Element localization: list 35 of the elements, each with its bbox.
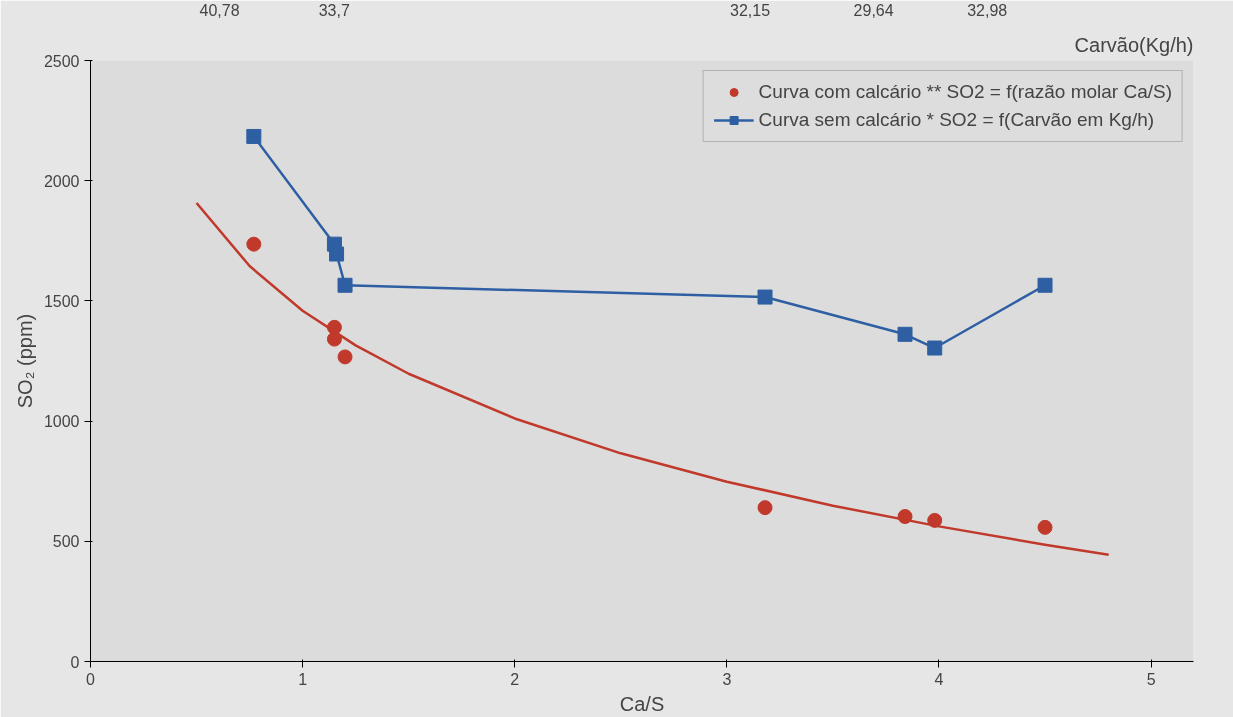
x-tick-label: 1 [298,670,308,688]
line-series [195,201,1110,557]
point [927,340,943,356]
y-tick-label: 2000 [43,172,80,190]
legend-label: Curva sem calcário * SO2 = f(Carvão em Kg/h) [758,109,1155,131]
x-axis-title: Ca/S [619,692,665,715]
text: 32,98 [967,1,1008,19]
x2-axis-title: Carvão(Kg/h) [1074,33,1194,56]
y-tick-label: 500 [52,533,80,551]
x-tick-label: 5 [1146,670,1156,688]
point [337,277,353,293]
x-tick-label: 0 [86,670,96,688]
text: 32,15 [730,1,771,19]
point [337,349,353,365]
point [329,246,345,262]
y-tick-label: 0 [70,653,80,671]
x-tick-label: 2 [510,670,520,688]
point [757,500,773,516]
point [757,289,773,305]
point [246,236,262,252]
legend-label: Curva com calcário ** SO2 = f(razão molar Ca/S) [758,81,1172,103]
point [326,331,342,347]
text: 33,7 [318,1,350,19]
text: 40,78 [199,1,240,19]
point [1037,519,1053,535]
x-tick-label: 3 [722,670,732,688]
point [1037,277,1053,293]
point [246,128,262,144]
y-tick-label: 2500 [43,52,80,70]
text: 29,64 [853,1,894,19]
y-tick-label: 1500 [43,292,80,310]
point [897,326,913,342]
y-axis-title: SO₂ (ppm) [13,313,36,409]
y-tick-label: 1000 [43,413,80,431]
x-tick-label: 4 [934,670,944,688]
